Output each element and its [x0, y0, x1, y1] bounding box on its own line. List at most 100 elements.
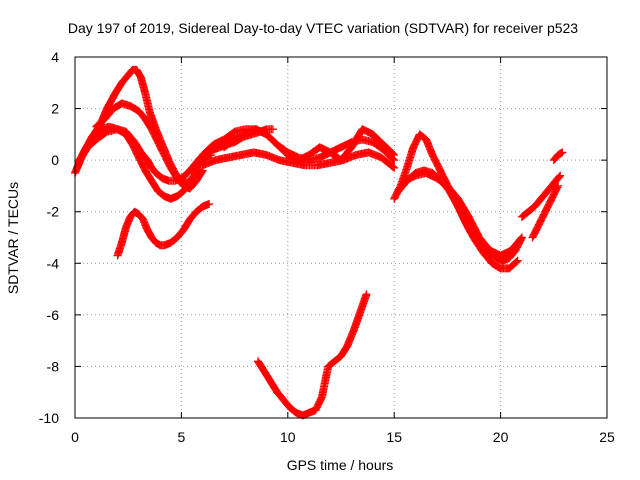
data-point	[131, 144, 134, 146]
data-point	[210, 154, 212, 156]
data-point	[489, 249, 491, 251]
data-point	[212, 149, 214, 151]
y-tick-label: 4	[51, 49, 59, 65]
data-point	[121, 102, 123, 105]
data-point	[146, 229, 148, 231]
data-point	[151, 167, 153, 169]
x-tick-label: 25	[599, 429, 615, 445]
data-point	[212, 144, 214, 146]
data-point	[397, 190, 400, 192]
series-track-n	[528, 181, 563, 242]
data-point	[76, 167, 78, 169]
x-tick-label: 10	[280, 429, 296, 445]
data-point	[208, 203, 210, 205]
data-point	[142, 218, 144, 221]
data-point	[182, 229, 185, 231]
data-point	[500, 254, 502, 257]
data-point	[99, 128, 102, 130]
data-point	[557, 154, 559, 156]
data-point	[234, 138, 236, 141]
data-point	[202, 154, 204, 156]
data-point	[112, 107, 114, 110]
data-point	[502, 260, 504, 262]
data-point	[438, 167, 440, 169]
plot-frame	[74, 56, 608, 419]
data-point	[157, 190, 159, 192]
x-tick-label: 5	[178, 429, 186, 445]
data-point	[121, 82, 123, 84]
data-point	[151, 128, 153, 130]
data-point	[151, 180, 153, 182]
data-point	[138, 110, 140, 112]
data-point	[159, 244, 161, 246]
data-point	[412, 146, 414, 148]
data-point	[380, 156, 383, 159]
data-point	[240, 154, 242, 156]
data-point	[457, 205, 459, 208]
data-point	[302, 414, 304, 417]
series-track-c	[92, 99, 207, 193]
data-point	[355, 154, 357, 156]
data-point	[510, 249, 512, 251]
data-point	[131, 69, 134, 71]
data-point	[353, 329, 355, 331]
data-point	[125, 226, 127, 228]
data-point	[82, 151, 85, 154]
data-point	[553, 159, 555, 161]
data-point	[359, 311, 361, 313]
data-point	[368, 151, 370, 154]
data-point	[265, 154, 268, 156]
data-point	[372, 133, 374, 135]
data-point	[559, 175, 561, 177]
data-point	[304, 164, 306, 166]
data-point	[133, 211, 136, 213]
data-point	[282, 399, 285, 401]
data-point	[129, 216, 131, 218]
data-point	[163, 244, 165, 246]
data-point	[308, 412, 310, 414]
data-point	[148, 110, 151, 112]
data-point	[531, 236, 534, 239]
series-track-g	[198, 148, 399, 172]
data-point	[244, 133, 246, 135]
data-point	[170, 198, 172, 200]
data-point	[346, 345, 348, 347]
data-point	[195, 211, 197, 213]
data-point	[144, 118, 146, 120]
data-point	[291, 162, 293, 164]
data-point	[157, 141, 159, 143]
data-point	[176, 236, 178, 239]
data-point	[540, 198, 542, 200]
data-point	[270, 381, 272, 383]
data-point	[382, 144, 385, 146]
data-point	[365, 293, 368, 295]
data-point	[314, 409, 317, 411]
data-point	[414, 175, 417, 177]
data-point	[163, 195, 165, 197]
data-point	[295, 412, 297, 414]
x-tick-label: 15	[386, 429, 402, 445]
data-point	[468, 216, 470, 218]
data-point	[500, 267, 502, 270]
data-point	[316, 164, 319, 166]
data-point	[334, 360, 336, 362]
data-point	[95, 126, 97, 128]
data-point	[195, 175, 197, 177]
data-point	[187, 172, 189, 174]
data-point	[431, 154, 434, 156]
data-point	[234, 131, 236, 133]
data-point	[189, 182, 191, 184]
data-point	[521, 236, 523, 239]
data-point	[393, 198, 395, 200]
data-point	[527, 211, 529, 213]
data-point	[465, 224, 468, 226]
x-tick-label: 0	[71, 429, 79, 445]
series-track-e	[113, 200, 214, 260]
data-point	[495, 257, 497, 259]
data-point	[163, 154, 165, 156]
x-tick-label: 20	[493, 429, 509, 445]
data-point	[223, 138, 225, 141]
data-point	[517, 260, 519, 262]
data-point	[265, 133, 268, 135]
